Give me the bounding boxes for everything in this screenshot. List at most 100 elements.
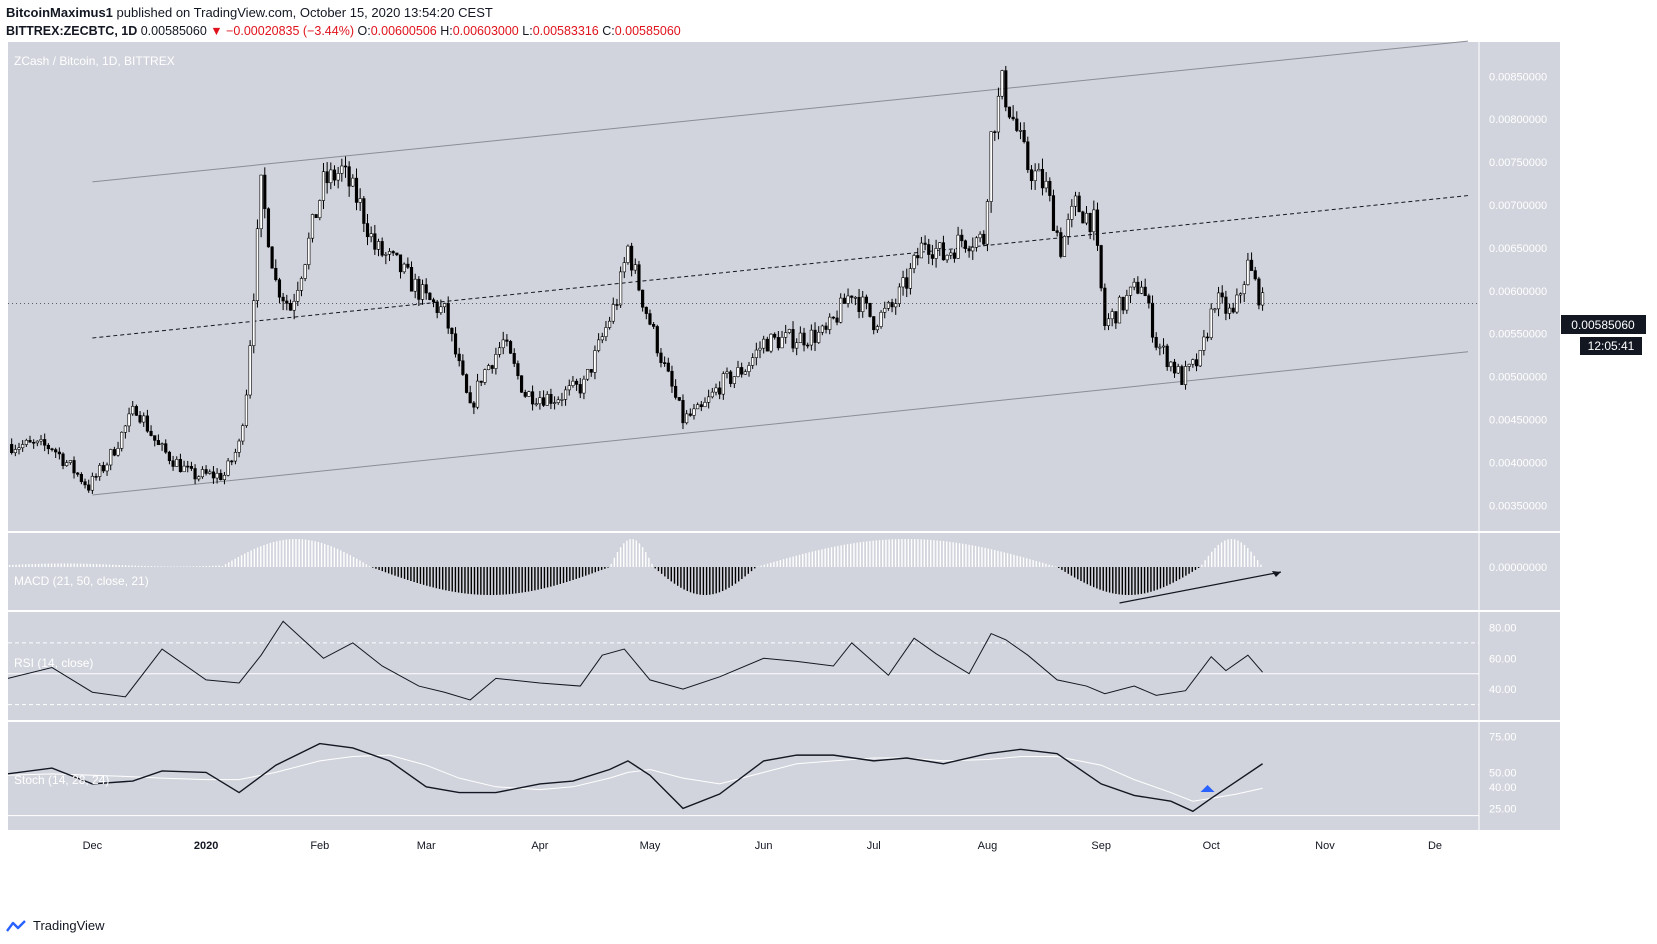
candle-body	[1213, 308, 1217, 311]
candle-body	[164, 443, 168, 453]
candle-body	[479, 380, 483, 383]
countdown-badge-text: 12:05:41	[1588, 339, 1635, 353]
price-tick-label: 0.00650000	[1489, 243, 1547, 255]
candle-body	[982, 233, 986, 245]
candle-body	[351, 177, 355, 187]
candle-body	[630, 245, 634, 271]
candle-body	[468, 392, 472, 404]
candle-body	[354, 177, 359, 203]
publisher-name[interactable]: BitcoinMaximus1	[6, 5, 113, 20]
candle-body	[905, 277, 909, 289]
candle-body	[1114, 311, 1118, 324]
candle-body	[1224, 296, 1228, 314]
candle-body	[556, 399, 560, 403]
rsi-title: RSI (14, close)	[14, 656, 93, 670]
candle-body	[160, 443, 164, 446]
candle-body	[384, 253, 388, 256]
candle-body	[582, 378, 586, 394]
footer-brand[interactable]: TradingView	[6, 918, 105, 933]
candle-body	[604, 327, 608, 337]
candle-body	[28, 439, 32, 443]
candle-body	[76, 472, 80, 475]
candle-body	[1088, 212, 1092, 233]
candle-body	[24, 439, 28, 445]
candle-body	[475, 380, 480, 408]
candle-body	[1180, 366, 1184, 385]
candle-body	[186, 465, 190, 468]
time-tick-label: Oct	[1203, 840, 1220, 852]
candle-body	[13, 449, 17, 453]
candle-body	[974, 237, 979, 248]
last-price-badge-text: 0.00585060	[1571, 318, 1635, 332]
candle-body	[791, 329, 795, 349]
candle-body	[285, 300, 289, 304]
candle-body	[226, 460, 230, 476]
candle-body	[890, 302, 894, 308]
candle-body	[912, 255, 916, 269]
published-text: published on TradingView.com, October 15…	[116, 5, 493, 20]
candle-body	[1077, 195, 1081, 213]
candle-body	[428, 292, 432, 301]
candle-body	[696, 404, 700, 410]
candle-body	[57, 451, 61, 455]
price-axis: 0.00350000 0.00400000 0.00450000 0.00500000…	[1489, 71, 1547, 512]
price-tick-label: 0.00350000	[1489, 500, 1547, 512]
low-value: 0.00583316	[532, 24, 599, 38]
time-tick-label: May	[640, 840, 661, 852]
candle-body	[721, 373, 725, 395]
time-tick-label: Apr	[531, 840, 548, 852]
candle-body	[963, 240, 968, 249]
low-label: L:	[522, 24, 533, 38]
candle-body	[952, 252, 957, 259]
candle-body	[233, 452, 238, 462]
candle-body	[1055, 230, 1059, 233]
rsi-line	[7, 620, 1263, 701]
price-pane-bg	[8, 42, 1479, 531]
time-tick-label: Sep	[1091, 840, 1111, 852]
candle-body	[908, 268, 912, 289]
macd-tick-label: 0.00000000	[1489, 562, 1547, 574]
candle-body	[343, 165, 348, 168]
candle-body	[318, 200, 322, 218]
candle-body	[219, 472, 223, 481]
candle-body	[1227, 307, 1232, 314]
close-value: 0.00585060	[614, 24, 681, 38]
candle-body	[241, 425, 245, 442]
candle-body	[864, 296, 868, 304]
price-tick-label: 0.00600000	[1489, 286, 1547, 298]
candle-body	[670, 370, 674, 387]
candle-body	[1205, 336, 1210, 339]
candle-body	[633, 264, 637, 271]
candle-body	[453, 333, 458, 355]
candle-body	[72, 460, 76, 474]
candle-body	[1015, 118, 1019, 131]
candle-body	[149, 430, 153, 436]
candle-body	[527, 391, 531, 397]
candle-body	[1059, 232, 1063, 257]
candle-body	[1257, 278, 1261, 306]
stoch-tick-label: 75.00	[1489, 731, 1517, 743]
candle-body	[1044, 180, 1048, 189]
candle-body	[486, 365, 491, 370]
candle-body	[420, 284, 425, 300]
candle-body	[619, 271, 623, 306]
candle-body	[505, 339, 509, 342]
candle-body	[677, 397, 681, 401]
candle-body	[897, 286, 901, 304]
candle-body	[303, 264, 307, 279]
candle-body	[597, 339, 601, 351]
candle-body	[916, 255, 920, 259]
candle-body	[1198, 350, 1202, 367]
candle-body	[875, 326, 879, 331]
candle-body	[358, 198, 362, 203]
candle-body	[732, 376, 736, 384]
candle-body	[839, 297, 843, 323]
channel-lines	[92, 40, 1469, 496]
macd-axis-bg	[1479, 533, 1560, 610]
candle-body	[54, 449, 58, 453]
candle-body	[263, 174, 267, 210]
price-tick-label: 0.00750000	[1489, 157, 1547, 169]
candle-body	[398, 254, 403, 273]
candle-body	[883, 308, 887, 313]
